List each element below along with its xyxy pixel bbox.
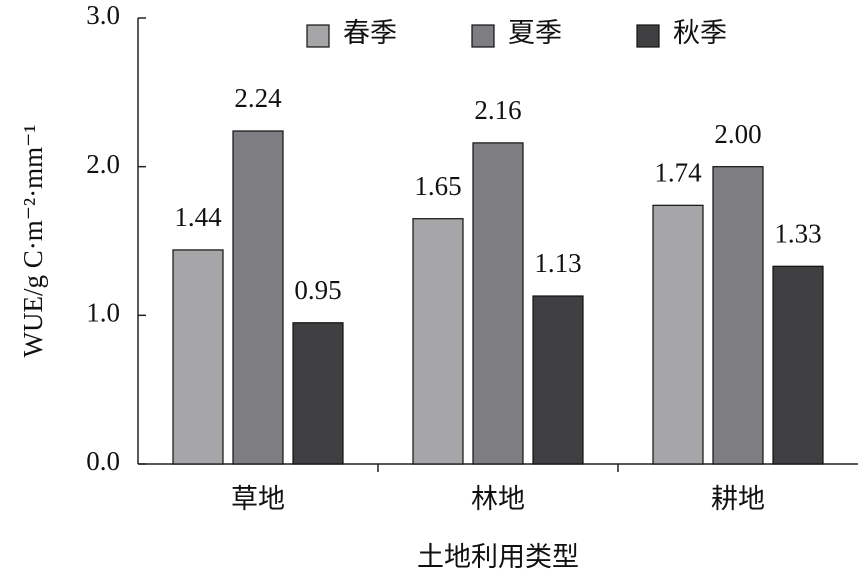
value-label: 1.13: [534, 248, 581, 278]
value-label: 1.44: [174, 202, 222, 232]
legend-label: 秋季: [673, 18, 727, 48]
bar: [532, 295, 584, 465]
x-tick-label: 林地: [471, 484, 525, 514]
value-label: 1.74: [654, 158, 702, 188]
bar: [772, 265, 824, 465]
bar: [172, 249, 224, 465]
legend-label: 夏季: [508, 18, 562, 48]
y-tick-label: 0.0: [86, 446, 120, 476]
x-tick-label: 草地: [231, 484, 285, 514]
x-tick-label: 耕地: [711, 484, 765, 514]
legend-swatch: [471, 24, 495, 48]
bar: [412, 218, 464, 465]
bar: [232, 130, 284, 465]
legend-label: 春季: [343, 18, 397, 48]
value-label: 2.00: [714, 119, 761, 149]
value-label: 0.95: [294, 275, 341, 305]
bar: [652, 204, 704, 465]
bar: [292, 322, 344, 465]
value-label: 1.65: [414, 171, 461, 201]
y-tick-label: 3.0: [86, 0, 120, 30]
x-axis-title: 土地利用类型: [417, 542, 579, 572]
bar: [472, 142, 524, 465]
y-tick-label: 1.0: [86, 298, 120, 328]
value-label: 2.24: [234, 83, 282, 113]
legend-swatch: [636, 24, 660, 48]
y-tick-label: 2.0: [86, 149, 120, 179]
value-label: 1.33: [774, 218, 821, 248]
value-label: 2.16: [474, 95, 521, 125]
y-axis-title: WUE/g C·m⁻²·mm⁻¹: [18, 125, 48, 358]
bar: [712, 166, 764, 465]
legend-swatch: [306, 24, 330, 48]
